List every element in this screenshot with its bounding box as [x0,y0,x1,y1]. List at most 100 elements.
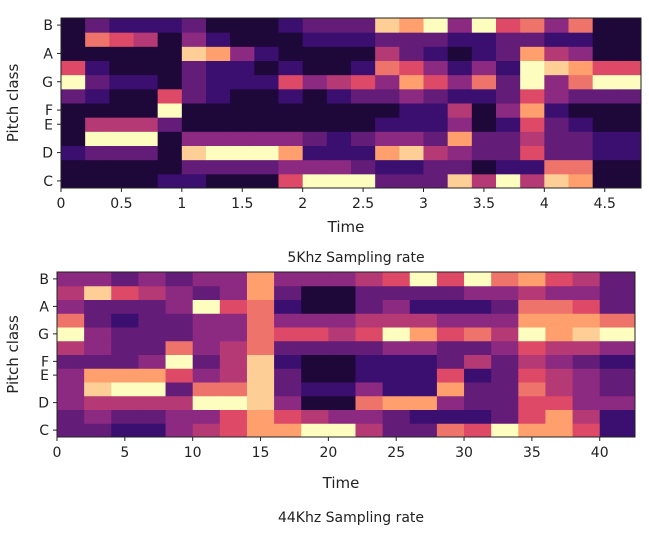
heatmap-cell [133,60,159,76]
heatmap-cell [355,368,384,383]
heatmap-cell [592,18,618,33]
heatmap-cell [544,117,569,132]
heatmap-cell [165,382,194,397]
heatmap-cell [471,159,497,175]
heatmap-cell [192,285,221,300]
heatmap-cell [592,173,618,189]
heatmap-cell [157,131,183,146]
heatmap-cell [409,354,438,369]
heatmap-cell [61,88,86,104]
heatmap-cell [471,103,497,118]
heatmap-cell [520,117,545,132]
heatmap-cell [138,327,167,342]
heatmap-cell [496,74,521,90]
heatmap-cell [399,131,424,146]
heatmap-cell [157,18,183,33]
heatmap-cell [464,368,492,383]
heatmap-cell [409,382,438,397]
heatmap-cell [192,299,221,314]
heatmap-cell [109,117,134,132]
y-tick-label: C [39,423,49,439]
heatmap-cell [246,368,275,383]
heatmap-cell [382,395,411,410]
heatmap-cell [399,103,424,118]
heatmap-cell [246,382,275,397]
heatmap-cell [326,32,352,47]
heatmap-cell [616,131,642,146]
heatmap-cell [326,88,352,104]
heatmap-cell [616,173,642,189]
heatmap-cell [109,60,134,76]
heatmap-cell [138,340,167,355]
heatmap-cell [278,32,304,47]
heatmap-cell [355,382,384,397]
heatmap-cell [423,145,449,161]
heatmap-cell [496,145,521,161]
heatmap-cell [165,368,194,383]
heatmap-cell [447,88,473,104]
heatmap-cell [399,159,424,175]
heatmap-cell [61,117,86,132]
heatmap-cell [274,409,302,424]
heatmap-cell [471,145,497,161]
heatmap-cell [436,382,465,397]
heatmap-cell [302,145,328,161]
heatmap-cell [192,272,221,287]
y-axis-label: Pitch class [4,64,22,143]
heatmap-cell [355,409,384,424]
heatmap-cell [138,272,167,287]
heatmap-cell [375,145,400,161]
heatmap-cell [254,173,279,189]
heatmap-cell [57,382,85,397]
heatmap-cell [447,159,473,175]
heatmap-cell [206,46,231,61]
heatmap-cell [592,46,618,61]
heatmap-cell [138,285,167,300]
heatmap-cell [436,285,465,300]
heatmap-cell [382,368,411,383]
heatmap-cell [85,74,110,90]
heatmap-cell [520,74,545,90]
heatmap-cell [572,423,601,438]
heatmap-cell [219,285,248,300]
heatmap-cell [61,159,86,175]
heatmap-cell [520,173,545,189]
heatmap-cell [111,299,139,314]
y-tick-label: F [41,354,49,370]
heatmap-cell [491,395,519,410]
heatmap-cell [181,103,207,118]
heatmap-cell [206,18,231,33]
chart-caption: 44Khz Sampling rate [278,510,424,526]
heatmap-cell [254,88,279,104]
heatmap-cell [568,145,594,161]
heatmap-cell [382,382,411,397]
heatmap-cell [518,340,546,355]
heatmap-cell [85,117,110,132]
heatmap-cell [491,382,519,397]
heatmap-cell [568,32,594,47]
heatmap-cell [491,327,519,342]
heatmap-cell [109,46,134,61]
heatmap-cell [592,103,618,118]
heatmap-cell [326,173,352,189]
heatmap-cell [423,88,449,104]
heatmap-cell [491,272,519,287]
heatmap-cell [409,423,438,438]
heatmap-cell [206,131,231,146]
heatmap-cell [592,60,618,76]
heatmap-cell [518,354,546,369]
heatmap-cell [355,354,384,369]
heatmap-cell [436,368,465,383]
heatmap-cell [84,409,112,424]
heatmap-cell [423,32,449,47]
heatmap-cell [301,313,329,328]
plot-frame [56,271,636,438]
heatmap-cell [447,173,473,189]
heatmap-cell [520,103,545,118]
heatmap-cell [192,395,221,410]
heatmap-cell [133,88,159,104]
heatmap-cell [165,327,194,342]
heatmap-cell [326,46,352,61]
heatmap-cell [254,46,279,61]
